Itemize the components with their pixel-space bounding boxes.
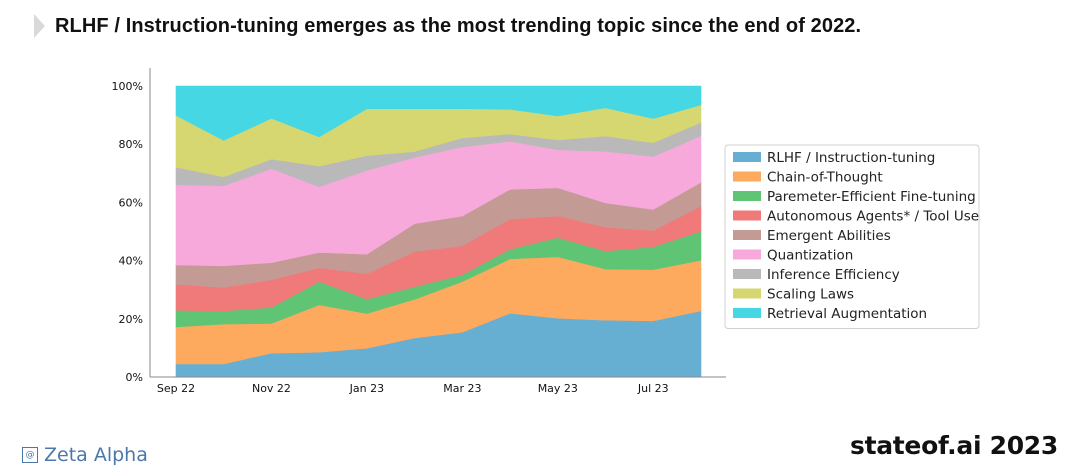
y-tick-label: 80% (119, 138, 143, 151)
slide-title: RLHF / Instruction-tuning emerges as the… (55, 14, 862, 37)
legend-label-emergent-abilities: Emergent Abilities (767, 228, 891, 244)
legend-swatch-rlhf-instruction-tuning (733, 152, 761, 162)
legend-swatch-retrieval-augmentation (733, 308, 761, 318)
legend-label-paremeter-efficient-fine-tuning: Paremeter-Efficient Fine-tuning (767, 189, 976, 205)
legend-swatch-paremeter-efficient-fine-tuning (733, 191, 761, 201)
legend-swatch-inference-efficiency (733, 269, 761, 279)
x-tick-label: Sep 22 (157, 382, 195, 395)
x-tick-label: Jul 23 (637, 382, 669, 395)
y-tick-label: 20% (119, 313, 143, 326)
legend-label-scaling-laws: Scaling Laws (767, 287, 854, 303)
at-sign-icon: @ (22, 447, 38, 463)
legend-swatch-autonomous-agents-tool-use (733, 210, 761, 221)
legend-swatch-chain-of-thought (733, 171, 761, 182)
y-tick-label: 0% (126, 371, 143, 384)
y-tick-label: 60% (119, 196, 143, 209)
legend-swatch-scaling-laws (733, 288, 761, 299)
legend-label-chain-of-thought: Chain-of-Thought (767, 170, 883, 186)
legend-label-quantization: Quantization (767, 248, 853, 264)
source-label: Zeta Alpha (44, 444, 148, 466)
legend-box (724, 144, 980, 329)
legend-swatch-emergent-abilities (733, 230, 761, 240)
legend-label-rlhf-instruction-tuning: RLHF / Instruction-tuning (767, 150, 935, 166)
legend-label-inference-efficiency: Inference Efficiency (767, 267, 900, 283)
legend-label-retrieval-augmentation: Retrieval Augmentation (767, 306, 927, 322)
x-tick-label: Mar 23 (443, 382, 481, 395)
axes: 0% 20% 40% 60% 80% 100% Sep 22 Nov 22 Jan 23 Mar … (112, 68, 726, 395)
source-logo: @ Zeta Alpha (22, 444, 148, 466)
legend-swatch-quantization (733, 249, 761, 260)
brand-label: stateof.ai 2023 (849, 431, 1058, 460)
legend: RLHF / Instruction-tuning Chain-of-Though… (724, 144, 980, 329)
title-arrow-icon (34, 14, 45, 38)
slide-title-row: RLHF / Instruction-tuning emerges as the… (34, 11, 861, 41)
x-tick-label: May 23 (538, 382, 578, 395)
x-tick-label: Nov 22 (252, 382, 291, 395)
y-tick-label: 100% (112, 80, 143, 93)
legend-label-autonomous-agents-tool-use: Autonomous Agents* / Tool Use (767, 209, 979, 225)
plot-area (175, 85, 702, 378)
x-tick-label: Jan 23 (349, 382, 384, 395)
y-tick-label: 40% (119, 255, 143, 268)
area-retrieval-augmentation (175, 85, 702, 141)
